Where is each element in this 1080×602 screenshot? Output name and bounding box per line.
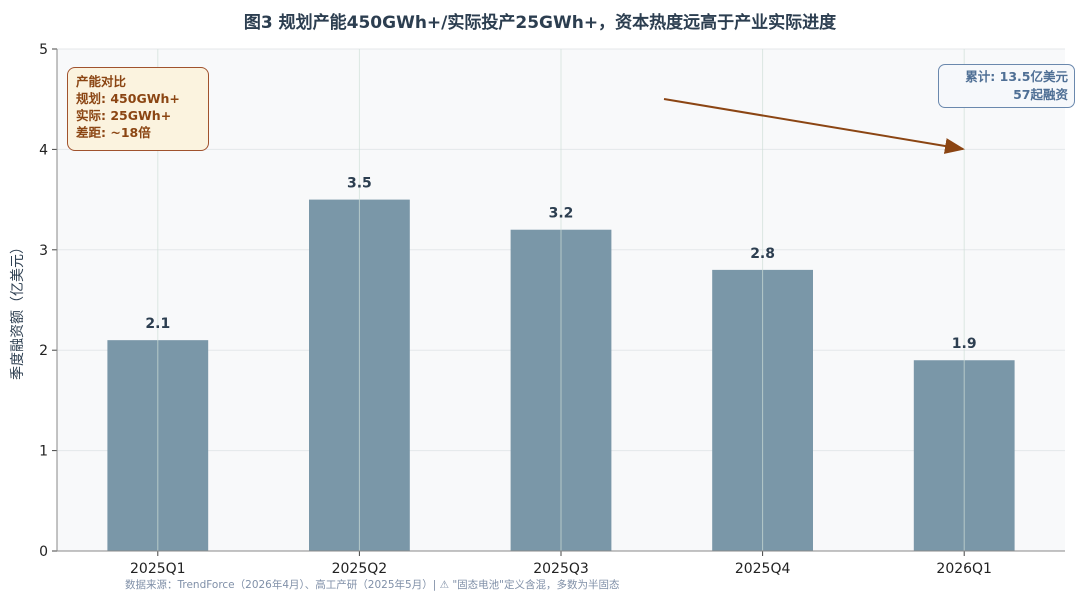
data-label-2025Q2: 3.5 (347, 176, 372, 192)
note-gap: 差距: ~18倍 (76, 125, 151, 140)
labels: 2.1 3.5 3.2 2.8 1.9 (145, 176, 976, 353)
x-tick-label-2025Q4: 2025Q4 (735, 561, 791, 577)
trend-arrow (663, 98, 965, 154)
cumulative-funding-box: 累计: 13.5亿美元 57起融资 (938, 64, 1075, 108)
y-axis-label: 季度融资额（亿美元） (10, 240, 26, 380)
data-label-2026Q1: 1.9 (952, 336, 977, 352)
y-tick-label: 4 (39, 142, 48, 158)
chart-title: 图3 规划产能450GWh+/实际投产25GWh+，资本热度远高于产业实际进度 (243, 13, 837, 33)
total-deals: 57起融资 (1013, 87, 1068, 102)
total-amount: 累计: 13.5亿美元 (965, 69, 1068, 84)
y-tick-label: 1 (39, 444, 48, 460)
x-tick-label-2025Q2: 2025Q2 (332, 561, 388, 577)
note-actual: 实际: 25GWh+ (76, 108, 172, 123)
note-title: 产能对比 (76, 74, 127, 89)
note-planned: 规划: 450GWh+ (76, 91, 180, 106)
data-label-2025Q4: 2.8 (750, 246, 775, 262)
y-tick-label: 5 (39, 42, 48, 58)
y-tick-label: 0 (39, 544, 48, 560)
data-label-2025Q1: 2.1 (145, 316, 170, 332)
x-tick-label-2026Q1: 2026Q1 (936, 561, 992, 577)
axes: 0 1 2 3 4 5 2025Q1 2025Q2 2025Q3 2025Q4 2026Q1 季度融资… (10, 42, 1065, 577)
capacity-comparison-box: 产能对比 规划: 450GWh+ 实际: 25GWh+ 差距: ~18倍 (67, 67, 209, 151)
y-tick-label: 2 (39, 343, 48, 359)
x-tick-label-2025Q3: 2025Q3 (533, 561, 589, 577)
data-label-2025Q3: 3.2 (549, 206, 574, 222)
y-tick-label: 3 (39, 243, 48, 259)
x-tick-label-2025Q1: 2025Q1 (130, 561, 186, 577)
source-note: 数据来源：TrendForce（2026年4月）、高工产研（2025年5月）| … (125, 579, 620, 591)
